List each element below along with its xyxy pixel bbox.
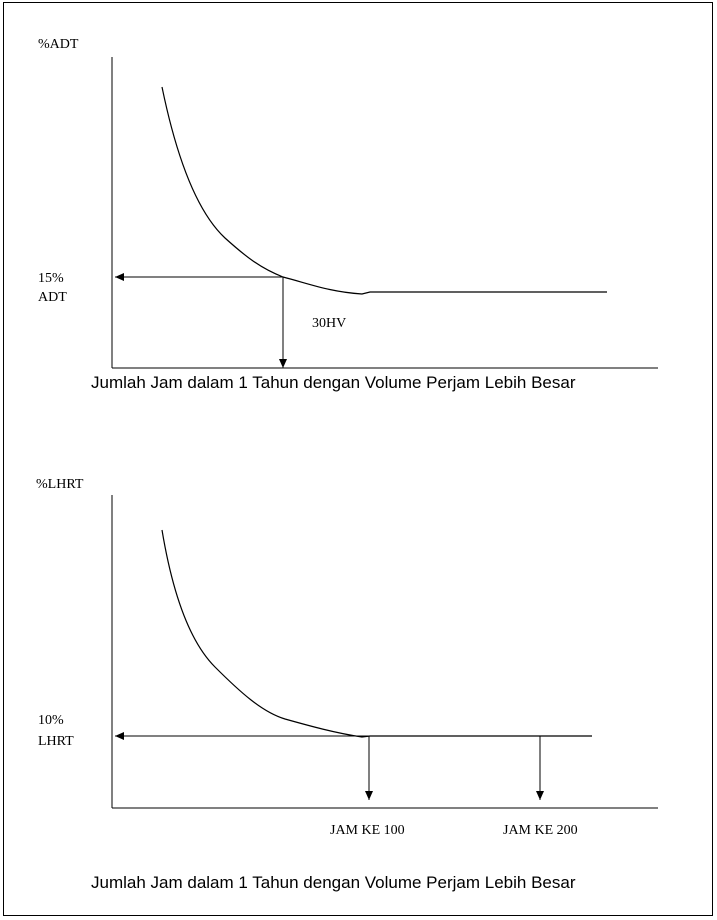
top-figure: %ADT 15% ADT 30HV Jumlah Jam dalam 1 Tah…	[38, 37, 658, 392]
jam-200-label: JAM KE 200	[503, 823, 578, 838]
top-marker-label: 30HV	[312, 316, 346, 331]
top-ref-level-line1: 15%	[38, 271, 64, 286]
top-curve	[161, 86, 607, 295]
top-ref-level-line2: ADT	[38, 290, 67, 305]
bottom-caption: Jumlah Jam dalam 1 Tahun dengan Volume P…	[91, 873, 576, 892]
bottom-y-axis-label: %LHRT	[36, 477, 84, 492]
bottom-ref-level-line1: 10%	[38, 713, 64, 728]
bottom-curve	[161, 529, 592, 738]
bottom-figure: %LHRT 10% LHRT JAM KE 100 JAM KE 200 Jum…	[36, 477, 658, 892]
jam-100-label: JAM KE 100	[330, 823, 405, 838]
top-y-axis-label: %ADT	[38, 37, 79, 52]
diagram-frame	[3, 2, 713, 916]
top-caption: Jumlah Jam dalam 1 Tahun dengan Volume P…	[91, 373, 576, 392]
bottom-ref-level-line2: LHRT	[38, 734, 74, 749]
